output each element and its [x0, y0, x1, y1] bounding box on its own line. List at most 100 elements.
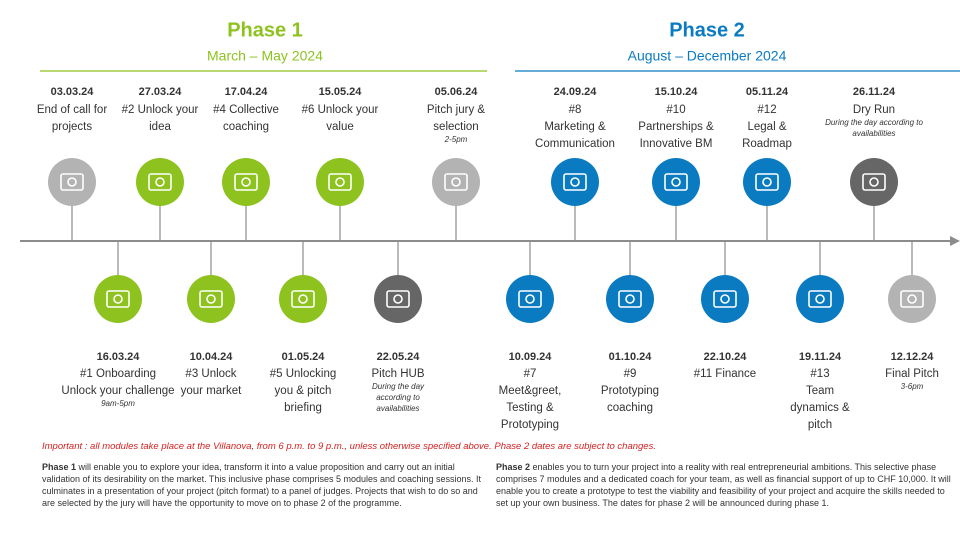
icon — [808, 290, 832, 308]
icon — [755, 173, 779, 191]
milestone-date: 26.11.24 — [853, 86, 896, 98]
milestone-date: 01.10.24 — [609, 351, 653, 363]
milestone-circle — [506, 275, 554, 323]
milestone-circle — [701, 275, 749, 323]
milestone-note: During the day according to — [825, 118, 923, 127]
milestone-date: 22.10.24 — [704, 351, 748, 363]
icon — [563, 173, 587, 191]
milestone-circle — [279, 275, 327, 323]
milestone-circle — [850, 158, 898, 206]
milestone-label: selection — [433, 121, 478, 133]
icon — [234, 173, 258, 191]
milestone-label: Innovative BM — [640, 138, 713, 150]
milestone-label: #9 — [624, 368, 637, 380]
milestone-date: 10.09.24 — [509, 351, 553, 363]
milestone-note: availabilities — [376, 404, 419, 413]
icon — [298, 294, 308, 304]
milestone-label: #4 Collective — [213, 104, 279, 116]
milestone-circle — [187, 275, 235, 323]
milestone-date: 10.04.24 — [190, 351, 234, 363]
milestone-circle — [374, 275, 422, 323]
icon — [199, 290, 223, 308]
milestone-date: 19.11.24 — [799, 351, 842, 363]
icon — [241, 177, 251, 187]
milestone-label: End of call for — [37, 104, 107, 116]
phase-dates: August – December 2024 — [628, 48, 787, 64]
milestone-label: #10 — [666, 104, 685, 116]
icon — [664, 173, 688, 191]
milestone-label: #7 — [524, 368, 537, 380]
icon — [328, 173, 352, 191]
milestone-circle — [796, 275, 844, 323]
milestone-label: coaching — [607, 402, 653, 414]
milestone-label: #11 Finance — [694, 368, 756, 380]
milestone-label: Final Pitch — [885, 368, 939, 380]
milestone-label: #3 Unlock — [185, 368, 236, 380]
icon — [525, 294, 535, 304]
milestone-note: 9am-5pm — [101, 399, 135, 408]
icon — [386, 290, 410, 308]
milestone-circle — [94, 275, 142, 323]
icon — [518, 290, 542, 308]
phase-dates: March – May 2024 — [207, 48, 323, 64]
para-bold: Phase 1 — [42, 462, 77, 472]
milestone-label: Testing & — [506, 402, 554, 414]
milestone-label: idea — [149, 121, 171, 133]
icon — [335, 177, 345, 187]
milestone-label: #12 — [757, 104, 776, 116]
icon — [762, 177, 772, 187]
milestone-date: 24.09.24 — [554, 86, 598, 98]
milestone-circle — [432, 158, 480, 206]
milestone-note: 3-6pm — [901, 382, 924, 391]
milestone-label: Team — [806, 385, 834, 397]
para-text: will enable you to explore your idea, tr… — [42, 462, 482, 508]
phase-2-text: Phase 2 enables you to turn your project… — [496, 461, 958, 509]
milestone-label: dynamics & — [790, 402, 850, 414]
milestone-label: briefing — [284, 402, 322, 414]
icon — [625, 294, 635, 304]
milestone-date: 03.03.24 — [51, 86, 95, 98]
milestone-label: Prototyping — [501, 419, 559, 431]
axis-arrow — [950, 236, 960, 246]
milestone-circle — [888, 275, 936, 323]
milestone-date: 15.10.24 — [655, 86, 699, 98]
icon — [113, 294, 123, 304]
milestone-label: Legal & — [747, 121, 786, 133]
icon — [869, 177, 879, 187]
milestone-date: 15.05.24 — [319, 86, 363, 98]
milestone-circle — [743, 158, 791, 206]
icon — [206, 294, 216, 304]
phase-title: Phase 1 — [227, 19, 303, 41]
milestone-note: according to — [376, 393, 420, 402]
icon — [155, 177, 165, 187]
milestone-date: 17.04.24 — [225, 86, 269, 98]
icon — [67, 177, 77, 187]
milestone-date: 22.05.24 — [377, 351, 421, 363]
icon — [451, 177, 461, 187]
phase-1-text: Phase 1 will enable you to explore your … — [42, 461, 487, 509]
milestone-label: #5 Unlocking — [270, 368, 336, 380]
milestone-label: Roadmap — [742, 138, 792, 150]
milestone-label: #2 Unlock your — [122, 104, 199, 116]
icon — [713, 290, 737, 308]
milestone-label: pitch — [808, 419, 832, 431]
para-text: enables you to turn your project into a … — [496, 462, 951, 508]
milestone-label: Marketing & — [544, 121, 606, 133]
milestone-note: availabilities — [852, 129, 895, 138]
milestone-label: you & pitch — [275, 385, 332, 397]
icon — [720, 294, 730, 304]
milestone-date: 12.12.24 — [891, 351, 935, 363]
milestone-label: Pitch HUB — [371, 368, 424, 380]
icon — [862, 173, 886, 191]
milestone-label: Pitch jury & — [427, 104, 485, 116]
milestone-circle — [48, 158, 96, 206]
milestone-label: projects — [52, 121, 93, 133]
milestone-label: value — [326, 121, 354, 133]
icon — [444, 173, 468, 191]
milestone-label: Meet&greet, — [499, 385, 562, 397]
icon — [291, 290, 315, 308]
icon — [393, 294, 403, 304]
milestone-note: 2-5pm — [444, 135, 468, 144]
